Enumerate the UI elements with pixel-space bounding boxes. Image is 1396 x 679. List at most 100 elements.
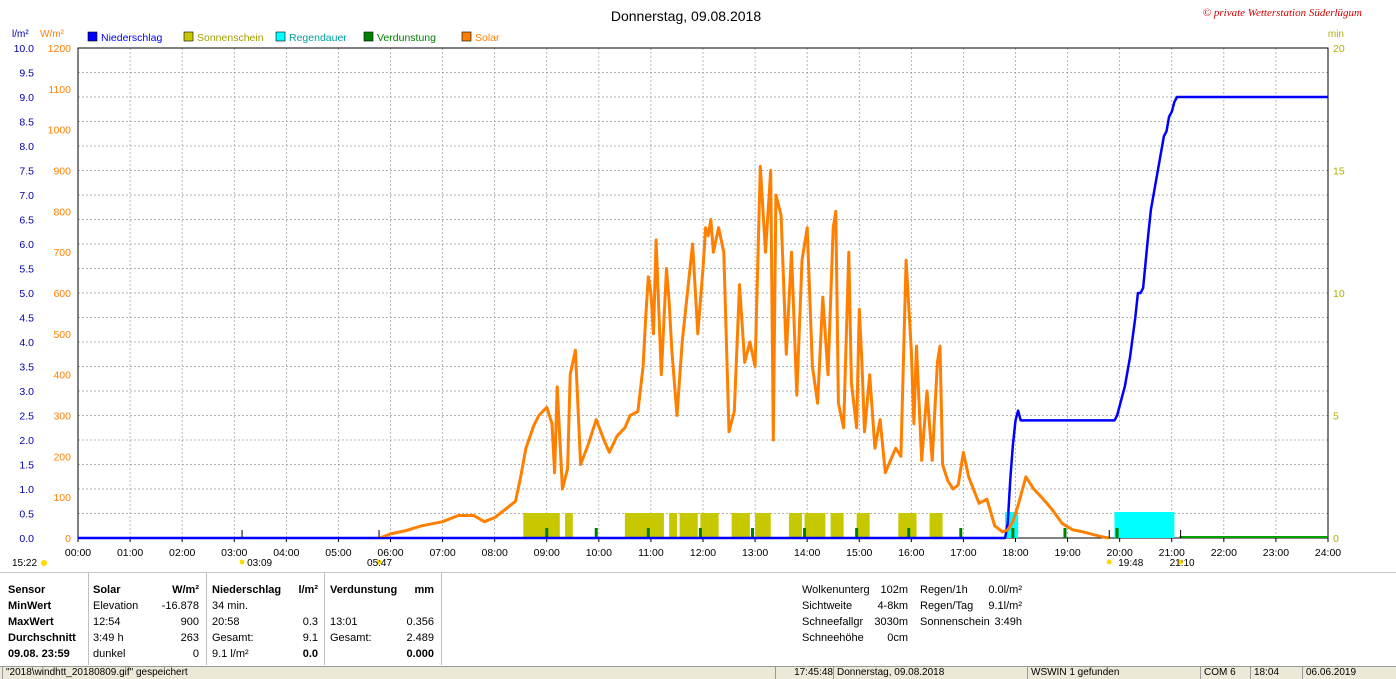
evaporation-bar [855, 528, 859, 538]
evaporation-bar [1063, 528, 1067, 538]
evaporation-bar [545, 528, 549, 538]
legend: Niederschlag Sonnenschein Regendauer Verdun… [87, 31, 500, 44]
legend-label: Solar [475, 32, 500, 44]
chart-title: Donnerstag, 09.08.2018 [611, 8, 761, 24]
x-tick-label: 10:00 [586, 547, 612, 559]
date-label: 09.08. 23:59 [8, 648, 70, 660]
y-tick-solar: 300 [53, 411, 71, 423]
x-tick-label: 06:00 [377, 547, 403, 559]
sunshine-bar [856, 513, 870, 538]
status-segment: Donnerstag, 09.08.2018 [833, 667, 1023, 679]
y-tick-solar: 1100 [48, 84, 71, 96]
stat-label: Gesamt: [330, 632, 372, 644]
info-label: Schneefallgr [802, 616, 864, 628]
evaporation-bar [594, 528, 598, 538]
y-tick-solar: 500 [53, 329, 71, 341]
legend-swatch [363, 31, 374, 42]
x-tick-label: 03:00 [221, 547, 247, 559]
y-tick-precip: 1.5 [19, 460, 34, 472]
y-tick-precip: 5.5 [19, 264, 34, 276]
y-tick-precip: 6.5 [19, 215, 34, 227]
sunshine-bar [929, 513, 943, 538]
x-tick-label: 14:00 [794, 547, 820, 559]
info-label: Wolkenunterg [802, 584, 870, 596]
x-tick-label: 21:00 [1159, 547, 1185, 559]
info-label: Sonnenschein [920, 616, 990, 628]
sensor-header: Sensor [8, 584, 46, 596]
x-tick-label: 11:00 [638, 547, 664, 559]
stat-value: 0.000 [406, 648, 434, 660]
sunshine-bar [523, 513, 560, 538]
y-tick-precip: 4.0 [19, 337, 34, 349]
evaporation-bar [750, 528, 754, 538]
evaporation-bar [1011, 528, 1015, 538]
x-tick-label: 13:00 [742, 547, 768, 559]
time-left-label: 15:22 [12, 558, 37, 569]
evaporation-bar [646, 528, 650, 538]
info-value: 3:49h [994, 616, 1022, 628]
stat-value: -16.878 [161, 600, 199, 612]
info-value: 102m [880, 584, 908, 596]
solar-line [379, 164, 1110, 540]
y-tick-precip: 9.5 [19, 68, 34, 80]
sunshine-bar [804, 513, 826, 538]
stat-label: 3:49 h [93, 632, 124, 644]
legend-swatch [461, 31, 472, 42]
stat-value: 263 [180, 632, 199, 644]
stat-value: 9.1 [302, 632, 318, 644]
y-tick-precip: 6.0 [19, 239, 34, 251]
y-tick-precip: 2.5 [19, 411, 34, 423]
info-label: Schneehöhe [802, 632, 864, 644]
x-tick-label: 08:00 [482, 547, 508, 559]
info-label: Regen/1h [920, 584, 968, 596]
y-tick-solar: 200 [53, 451, 71, 463]
x-tick-label: 15:00 [846, 547, 872, 559]
legend-swatch [275, 31, 286, 42]
y-tick-minutes: 5 [1333, 411, 1339, 423]
unit-solar: W/m² [40, 29, 65, 40]
unit-minutes: min [1328, 29, 1344, 40]
y-tick-minutes: 10 [1333, 288, 1345, 300]
evaporation-bar [907, 528, 911, 538]
moonrise-marker-label: 03:09 [247, 558, 272, 569]
x-tick-label: 23:00 [1263, 547, 1289, 559]
sunshine-bar [755, 513, 771, 538]
sunshine-bar [700, 513, 719, 538]
sunset-marker-label: 21:10 [1170, 558, 1195, 569]
evaporation-bar [698, 528, 702, 538]
status-bar: "2018\windhtt_20180809.gif" gespeichert 1… [0, 666, 1396, 679]
y-tick-precip: 5.0 [19, 288, 34, 300]
y-tick-precip: 4.5 [19, 313, 34, 325]
status-segment: WSWIN 1 gefunden [1027, 667, 1197, 679]
y-tick-precip: 10.0 [14, 43, 35, 55]
stat-label: 13:01 [330, 616, 358, 628]
sunrise-marker-label: 05:47 [367, 558, 392, 569]
y-tick-precip: 2.0 [19, 435, 34, 447]
info-label: Sichtweite [802, 600, 853, 612]
y-tick-minutes: 0 [1333, 533, 1339, 545]
x-tick-label: 24:00 [1315, 547, 1341, 559]
stat-value: 2.489 [406, 632, 434, 644]
stat-label: dunkel [93, 648, 126, 660]
stat-value: 900 [180, 616, 199, 628]
x-tick-label: 17:00 [950, 547, 976, 559]
x-tick-label: 16:00 [898, 547, 924, 559]
sunshine-bar [788, 513, 802, 538]
status-segment: 18:04 [1250, 667, 1300, 679]
y-tick-solar: 700 [53, 247, 71, 259]
y-tick-precip: 7.5 [19, 166, 34, 178]
sunshine-bar [830, 513, 844, 538]
status-segment: 06.06.2019 [1302, 667, 1396, 679]
info-value: 9.1l/m² [988, 600, 1022, 612]
stat-label: 12:54 [93, 616, 121, 628]
axes: 0.0 0.5 1.0 1.5 2.0 2.5 3.0 3.5 4.0 4.5 5.0 5.5 6.0 6… [14, 43, 1345, 559]
x-tick-label: 01:00 [117, 547, 143, 559]
info-value: 0cm [887, 632, 908, 644]
info-value: 0.0l/m² [988, 584, 1022, 596]
time-left-dot [41, 560, 47, 566]
status-segment: 17:45:48 [775, 667, 833, 679]
line-layer [78, 95, 1328, 540]
y-tick-precip: 3.5 [19, 362, 34, 374]
copyright-text: © private Wetterstation Süderlügum [1203, 7, 1362, 19]
y-tick-solar: 600 [53, 288, 71, 300]
